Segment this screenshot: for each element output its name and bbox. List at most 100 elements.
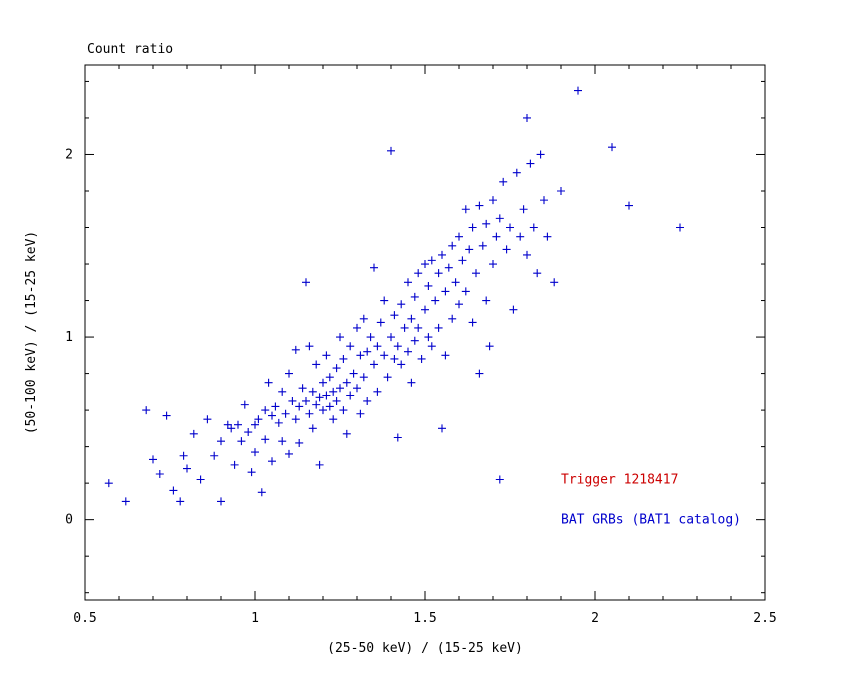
- data-point: [278, 387, 287, 396]
- data-point: [251, 448, 259, 457]
- data-point: [387, 333, 395, 342]
- data-point: [169, 486, 178, 495]
- data-point: [217, 497, 225, 506]
- data-point: [315, 393, 324, 402]
- data-point: [441, 351, 450, 360]
- data-point: [196, 475, 205, 484]
- data-point: [475, 369, 484, 378]
- data-point: [339, 354, 348, 363]
- data-point: [288, 396, 297, 405]
- data-point: [427, 342, 436, 351]
- data-point: [489, 196, 497, 205]
- data-point: [349, 369, 358, 378]
- data-point: [162, 411, 171, 420]
- data-point: [308, 424, 317, 433]
- data-point: [329, 387, 338, 396]
- data-point: [441, 287, 450, 296]
- data-point: [509, 305, 518, 314]
- data-point: [404, 347, 412, 356]
- data-point: [461, 205, 470, 214]
- data-point: [461, 287, 470, 296]
- data-point: [434, 269, 443, 278]
- data-point: [455, 300, 463, 309]
- data-point: [407, 314, 416, 323]
- data-point: [302, 278, 310, 287]
- data-point: [512, 168, 521, 177]
- data-point: [268, 457, 276, 466]
- data-point: [179, 451, 188, 460]
- data-point: [264, 378, 273, 387]
- data-point: [370, 360, 378, 369]
- data-point: [417, 354, 426, 363]
- data-point: [346, 391, 355, 400]
- data-point: [373, 342, 382, 351]
- data-point: [356, 351, 365, 360]
- data-point: [230, 460, 239, 469]
- data-point: [492, 232, 501, 241]
- data-point: [370, 263, 378, 272]
- data-point: [574, 86, 582, 95]
- data-point: [533, 269, 542, 278]
- y-tick-label: 1: [65, 330, 73, 345]
- data-point: [516, 232, 525, 241]
- data-point: [319, 406, 327, 415]
- data-point: [482, 219, 491, 228]
- data-point: [397, 300, 406, 309]
- data-point: [536, 150, 545, 159]
- y-tick-label: 2: [65, 147, 73, 162]
- data-point: [465, 245, 474, 254]
- x-tick-label: 1: [251, 611, 259, 626]
- data-point: [305, 342, 314, 351]
- data-point: [400, 323, 409, 332]
- data-point: [499, 177, 508, 186]
- data-point: [359, 314, 368, 323]
- data-point: [305, 409, 314, 418]
- data-point: [448, 241, 457, 250]
- data-point: [295, 438, 304, 447]
- data-point: [557, 186, 565, 195]
- data-point: [393, 342, 402, 351]
- data-point: [336, 384, 344, 393]
- data-point: [519, 205, 528, 214]
- data-point: [339, 406, 348, 415]
- data-point: [254, 415, 263, 424]
- data-point: [155, 470, 164, 479]
- data-point: [356, 409, 365, 418]
- data-point: [387, 146, 395, 155]
- data-point: [478, 241, 487, 250]
- data-point: [342, 429, 351, 438]
- data-point: [410, 292, 419, 301]
- data-point: [319, 378, 327, 387]
- data-point: [523, 113, 531, 122]
- data-point: [468, 223, 477, 232]
- data-point: [421, 305, 429, 314]
- data-point: [281, 409, 290, 418]
- data-point: [342, 378, 351, 387]
- data-point: [183, 464, 191, 473]
- data-point: [285, 369, 293, 378]
- data-point: [121, 497, 130, 506]
- data-point: [257, 488, 266, 497]
- data-point: [502, 245, 511, 254]
- data-point: [380, 296, 389, 305]
- data-point: [410, 336, 419, 345]
- data-point: [291, 415, 300, 424]
- data-point: [278, 437, 287, 446]
- data-point: [404, 278, 412, 287]
- data-point: [427, 256, 436, 265]
- x-tick-label: 0.5: [73, 611, 96, 626]
- data-point: [237, 437, 246, 446]
- data-point: [329, 415, 338, 424]
- data-point: [217, 437, 225, 446]
- data-point: [495, 214, 504, 223]
- data-point: [268, 411, 276, 420]
- data-point: [529, 223, 538, 232]
- data-point: [376, 318, 385, 327]
- data-point: [366, 333, 375, 342]
- y-axis-label: (50-100 keV) / (15-25 keV): [24, 231, 39, 435]
- chart-title: Count ratio: [87, 42, 173, 57]
- data-point: [448, 314, 457, 323]
- data-point: [332, 364, 341, 373]
- data-point: [332, 396, 341, 405]
